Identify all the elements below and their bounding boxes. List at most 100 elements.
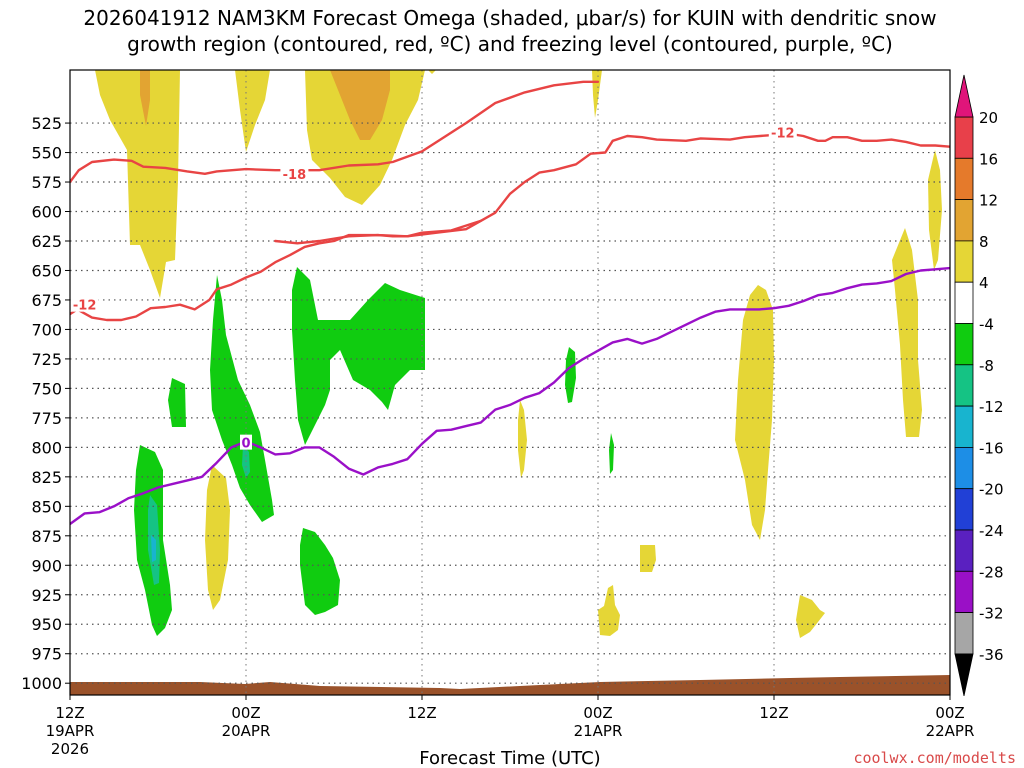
omega-area-yellow-8 bbox=[640, 545, 656, 572]
omega-area-yellow-4 bbox=[428, 70, 436, 74]
colorbar-tick--12: -12 bbox=[979, 398, 1004, 416]
ytick-label-575: 575 bbox=[31, 173, 62, 192]
colorbar-tick--16: -16 bbox=[979, 439, 1004, 457]
omega-area-green-4 bbox=[300, 528, 340, 615]
omega-area-yellow-13 bbox=[928, 150, 942, 270]
contour-label-0: -18 bbox=[283, 168, 307, 183]
credit-text: coolwx.com/modelts bbox=[853, 749, 1016, 767]
colorbar-band-10 bbox=[954, 529, 974, 572]
colorbar-band-12 bbox=[954, 612, 974, 655]
xtick-label-12-1: 20APR bbox=[222, 722, 271, 740]
ytick-label-550: 550 bbox=[31, 144, 62, 163]
colorbar-band-6 bbox=[954, 364, 974, 407]
colorbar-band-11 bbox=[954, 570, 974, 613]
xtick-label-0-1: 19APR bbox=[46, 722, 95, 740]
colorbar-band-2 bbox=[954, 199, 974, 242]
omega-area-green-7 bbox=[609, 433, 614, 474]
omega-area-orange-2 bbox=[330, 70, 390, 140]
omega-area-yellow-12 bbox=[892, 228, 922, 437]
plot-area bbox=[70, 70, 950, 695]
ytick-label-600: 600 bbox=[31, 203, 62, 222]
contour-line-3 bbox=[70, 266, 950, 526]
plot-frame bbox=[69, 69, 951, 696]
ytick-label-850: 850 bbox=[31, 497, 62, 516]
xtick-label-24-0: 12Z bbox=[407, 704, 436, 722]
colorbar-tick--4: -4 bbox=[979, 316, 994, 334]
xtick-label-0-2: 2026 bbox=[51, 740, 89, 758]
xtick-label-48-0: 12Z bbox=[759, 704, 788, 722]
omega-area-yellow-9 bbox=[598, 585, 620, 636]
colorbar-arrow-top bbox=[954, 74, 974, 118]
ytick-label-950: 950 bbox=[31, 615, 62, 634]
omega-area-green-3 bbox=[210, 275, 274, 522]
x-axis-label: Forecast Time (UTC) bbox=[419, 748, 600, 768]
colorbar-arrow-bottom bbox=[954, 653, 974, 696]
ytick-label-925: 925 bbox=[31, 586, 62, 605]
ytick-label-1000: 1000 bbox=[21, 674, 62, 693]
colorbar-band-3 bbox=[954, 240, 974, 283]
colorbar-tick--36: -36 bbox=[979, 646, 1004, 664]
ytick-label-900: 900 bbox=[31, 556, 62, 575]
ytick-label-975: 975 bbox=[31, 645, 62, 664]
ytick-label-650: 650 bbox=[31, 261, 62, 280]
chart-title-line2: growth region (contoured, red, ºC) and f… bbox=[127, 32, 893, 56]
colorbar-tick--32: -32 bbox=[979, 605, 1004, 623]
contour-label-bg-3 bbox=[240, 434, 252, 450]
terrain-fill bbox=[70, 675, 950, 695]
y-axis: 525 550 575 600 625 650 675 700 725 750 775 800 825 8… bbox=[21, 114, 70, 693]
contour-label-bg-1 bbox=[768, 124, 797, 140]
omega-area-green-2 bbox=[168, 378, 186, 427]
colorbar-band-0 bbox=[954, 116, 974, 159]
omega-area-orange-1 bbox=[140, 70, 150, 126]
xtick-label-60-1: 22APR bbox=[926, 722, 975, 740]
ytick-label-700: 700 bbox=[31, 320, 62, 339]
colorbar-tick-4: 4 bbox=[979, 274, 989, 292]
ytick-label-675: 675 bbox=[31, 291, 62, 310]
xtick-label-0-0: 12Z bbox=[55, 704, 84, 722]
ytick-label-625: 625 bbox=[31, 232, 62, 251]
colorbar-tick-8: 8 bbox=[979, 233, 989, 251]
xtick-label-36-1: 21APR bbox=[574, 722, 623, 740]
colorbar-tick--28: -28 bbox=[979, 563, 1004, 581]
omega-area-green-6 bbox=[565, 347, 576, 403]
contour-label-bg-0 bbox=[280, 165, 309, 181]
colorbar-band-4 bbox=[954, 281, 974, 324]
ytick-label-525: 525 bbox=[31, 114, 62, 133]
omega-area-green-5 bbox=[292, 267, 425, 445]
colorbar-tick--8: -8 bbox=[979, 357, 994, 375]
ytick-label-725: 725 bbox=[31, 350, 62, 369]
contour-labels: -18 -12 -12 0 bbox=[70, 124, 797, 452]
colorbar-tick--24: -24 bbox=[979, 522, 1004, 540]
colorbar: 20 16 12 8 4 -4 -8 -12 -16 -20 -24 -28 -32 -36 bbox=[954, 74, 1004, 696]
colorbar-band-7 bbox=[954, 405, 974, 448]
contour-label-bg-2 bbox=[70, 296, 99, 312]
ytick-label-750: 750 bbox=[31, 379, 62, 398]
colorbar-tick--20: -20 bbox=[979, 481, 1004, 499]
omega-area-yellow-6 bbox=[205, 465, 230, 610]
contour-label-1: -12 bbox=[771, 127, 795, 142]
colorbar-band-9 bbox=[954, 488, 974, 531]
colorbar-tick-16: 16 bbox=[979, 150, 998, 168]
chart-title-line1: 2026041912 NAM3KM Forecast Omega (shaded… bbox=[83, 6, 936, 30]
contour-line-2 bbox=[70, 219, 482, 322]
colorbar-band-8 bbox=[954, 446, 974, 490]
xtick-label-12-0: 00Z bbox=[231, 704, 260, 722]
colorbar-tick-20: 20 bbox=[979, 109, 998, 127]
omega-area-yellow-11 bbox=[796, 595, 825, 638]
ytick-label-775: 775 bbox=[31, 409, 62, 428]
omega-area-yellow-2 bbox=[235, 70, 270, 152]
gridlines bbox=[70, 70, 950, 695]
colorbar-tick-12: 12 bbox=[979, 192, 998, 210]
ytick-label-875: 875 bbox=[31, 527, 62, 546]
omega-area-cyan-1 bbox=[151, 535, 156, 562]
xtick-label-36-0: 00Z bbox=[583, 704, 612, 722]
omega-area-yellow-7 bbox=[518, 400, 527, 478]
colorbar-band-1 bbox=[954, 157, 974, 201]
ytick-label-825: 825 bbox=[31, 468, 62, 487]
contour-label-3: 0 bbox=[241, 437, 250, 452]
contour-label-2: -12 bbox=[73, 299, 97, 314]
xtick-label-60-0: 00Z bbox=[935, 704, 964, 722]
